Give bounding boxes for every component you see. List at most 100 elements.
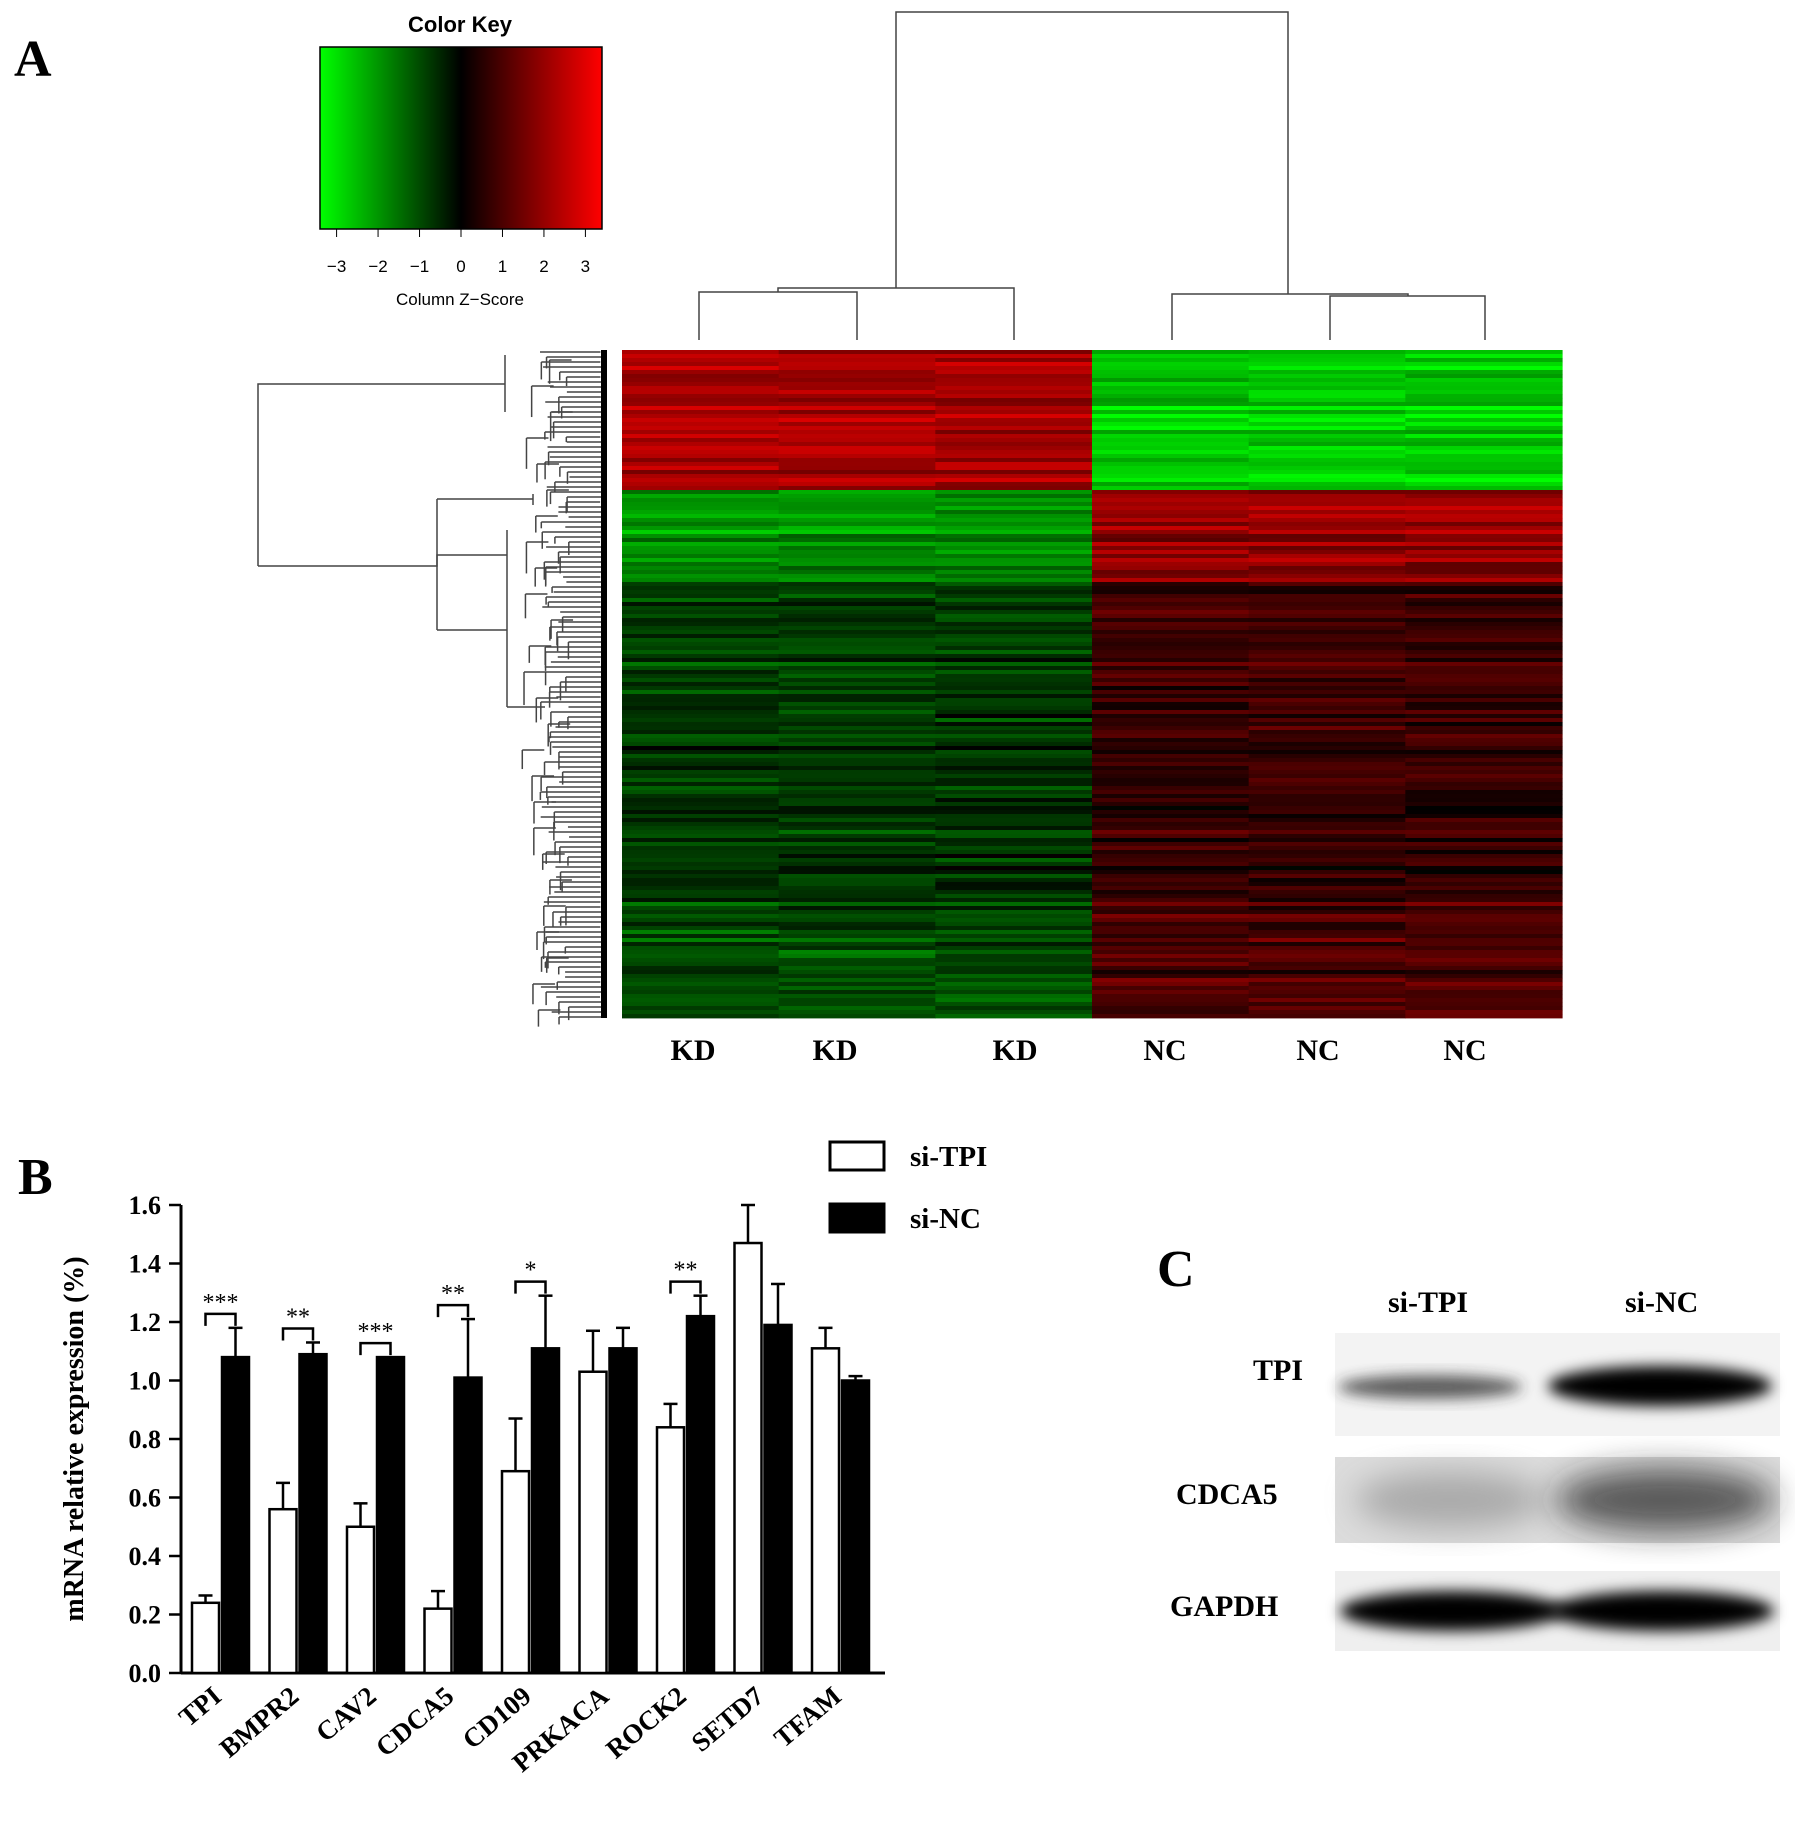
heatmap-cell [622,394,780,399]
heatmap-cell [1405,958,1563,963]
heatmap-cell [1092,454,1250,459]
heatmap-cell [1405,386,1563,391]
heatmap-cell [1248,598,1406,603]
heatmap-cell [1248,1010,1406,1015]
heatmap-cell [1405,694,1563,699]
heatmap-cell [1248,766,1406,771]
heatmap-cell [778,950,936,955]
heatmap-cell [622,718,780,723]
blot-band-cdca5-si-tpi [1355,1472,1545,1528]
heatmap-cell [935,882,1093,887]
significance-bracket-tpi [204,1312,237,1326]
heatmap-cell [622,738,780,743]
heatmap-cell [1405,698,1563,703]
heatmap-cell [622,854,780,859]
blot-column-label-si-nc: si-NC [1625,1286,1699,1319]
heatmap-cell [1405,514,1563,519]
color-key-title: Color Key [408,12,513,37]
heatmap-cell [1092,586,1250,591]
heatmap-cell [622,706,780,711]
heatmap-cell [778,826,936,831]
heatmap-cell [1092,870,1250,875]
heatmap-cell [935,790,1093,795]
heatmap-cell [1405,502,1563,507]
heatmap-cell [935,854,1093,859]
heatmap-cell [935,502,1093,507]
heatmap-cell [1405,718,1563,723]
heatmap-cell [1092,962,1250,967]
heatmap-cell [1248,378,1406,383]
heatmap-cell [1248,394,1406,399]
heatmap-cell [1405,354,1563,359]
heatmap-cell [622,578,780,583]
heatmap-cell [778,822,936,827]
heatmap-cell [778,862,936,867]
heatmap-cell [778,534,936,539]
heatmap-cell [1092,530,1250,535]
heatmap-cell [1092,918,1250,923]
heatmap-cell [1092,790,1250,795]
heatmap-cell [1405,478,1563,483]
heatmap-cell [622,746,780,751]
heatmap-cell [622,598,780,603]
heatmap-column-label-kd-2: KD [813,1034,858,1067]
heatmap-cell [1248,942,1406,947]
bar-cav2-si-tpi [345,1525,376,1675]
heatmap-cell [622,438,780,443]
heatmap-cell [1405,662,1563,667]
heatmap-cell [778,662,936,667]
heatmap-cell [1092,810,1250,815]
heatmap-cell [935,630,1093,635]
heatmap-cell [1092,954,1250,959]
heatmap-cell [1092,350,1250,355]
color-key-tick-label: −2 [368,257,387,276]
heatmap-cell [622,766,780,771]
heatmap-cell [1405,934,1563,939]
heatmap-cell [1405,994,1563,999]
heatmap-cell [1092,418,1250,423]
heatmap-cell [778,522,936,527]
heatmap-cell [1405,982,1563,987]
heatmap-cell [778,986,936,991]
heatmap-cell [1248,562,1406,567]
heatmap-cell [778,810,936,815]
heatmap-cell [622,518,780,523]
heatmap-cell [622,682,780,687]
heatmap-cell [622,982,780,987]
heatmap-cell [1248,906,1406,911]
heatmap-cell [778,418,936,423]
heatmap-cell [1092,686,1250,691]
heatmap-cell [622,886,780,891]
panel-label-b: B [18,1149,53,1206]
heatmap-cell [935,694,1093,699]
legend-label-si-nc: si-NC [910,1203,981,1235]
heatmap-cell [935,1006,1093,1011]
heatmap-cell [1248,950,1406,955]
heatmap-cell [1248,962,1406,967]
heatmap-cell [935,646,1093,651]
heatmap-cell [1405,818,1563,823]
heatmap-cell [622,630,780,635]
heatmap-cell [1092,774,1250,779]
heatmap-cell [935,718,1093,723]
heatmap-cell [1248,554,1406,559]
heatmap-cell [1405,950,1563,955]
heatmap-cell [1405,578,1563,583]
heatmap-cell [1405,674,1563,679]
heatmap-cell [778,462,936,467]
heatmap-cell [1248,426,1406,431]
heatmap-cell [622,734,780,739]
heatmap-cell [1405,582,1563,587]
heatmap-cell [1092,546,1250,551]
heatmap-cell [1405,902,1563,907]
column-dendrogram-branch [1329,295,1486,340]
heatmap-cell [1248,922,1406,927]
heatmap-cell [778,490,936,495]
heatmap-cell [1248,362,1406,367]
heatmap-cell [935,774,1093,779]
heatmap-cell [935,442,1093,447]
heatmap-cell [778,554,936,559]
heatmap-cell [778,470,936,475]
